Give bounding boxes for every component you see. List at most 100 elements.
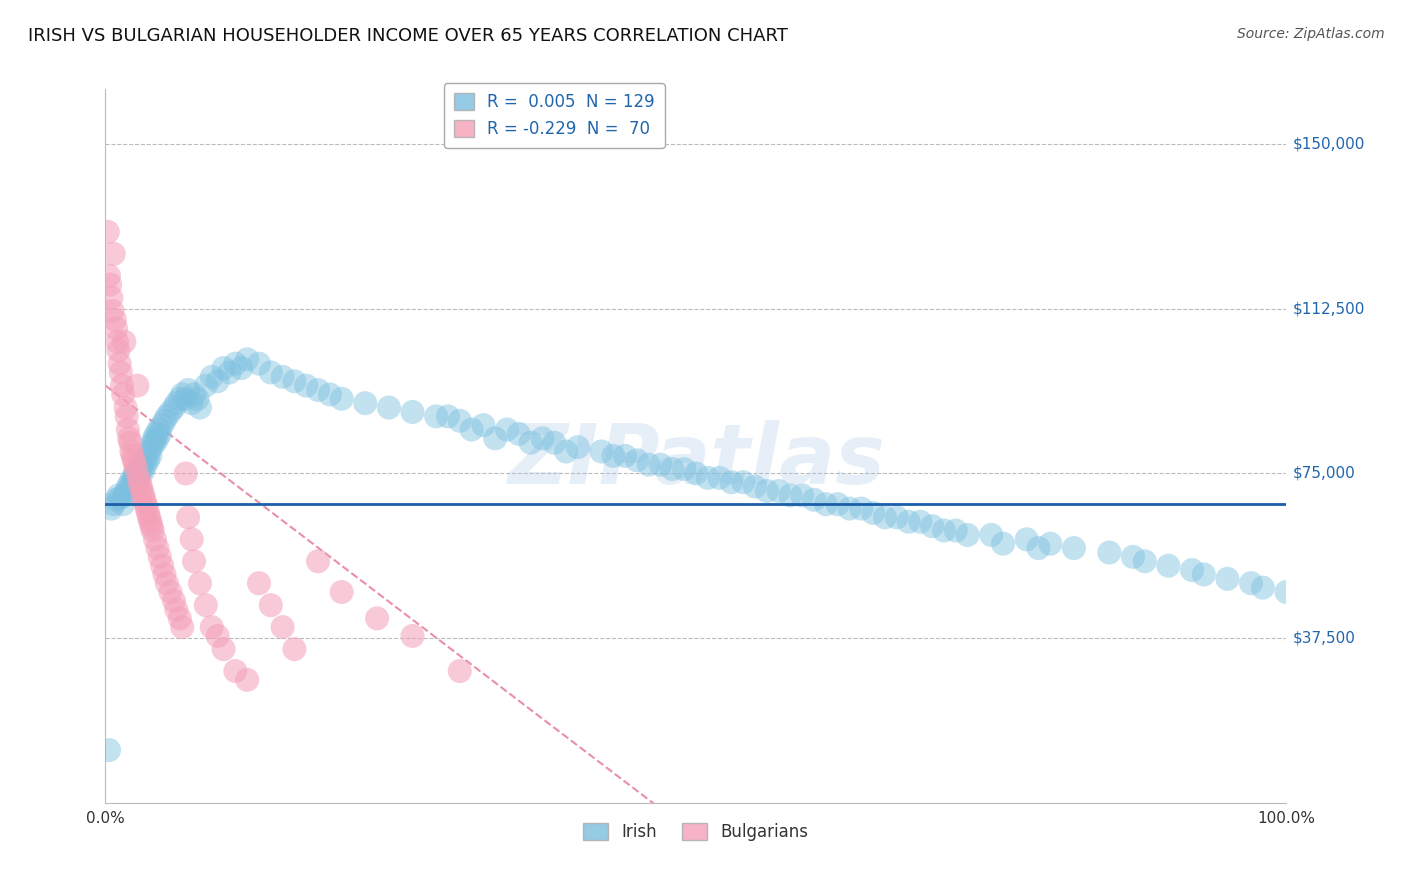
Point (105, 492, 128, 507)
Point (260, 598, 283, 612)
Point (307, 554, 329, 568)
Point (180, 533, 202, 547)
Point (626, 453, 648, 467)
Point (260, 366, 283, 380)
Point (980, 528, 1002, 542)
Point (135, 449, 157, 463)
Point (141, 519, 163, 533)
Point (101, 304, 124, 318)
Point (153, 567, 176, 582)
Point (124, 467, 146, 481)
Point (177, 383, 200, 397)
Point (159, 585, 181, 599)
Point (165, 396, 187, 410)
Point (637, 458, 659, 472)
Point (1028, 541, 1050, 555)
Point (115, 483, 138, 498)
Point (661, 462, 683, 476)
Point (1157, 558, 1180, 573)
Point (163, 401, 186, 415)
Point (236, 352, 259, 367)
Point (1039, 537, 1062, 551)
Point (602, 449, 624, 463)
Point (814, 497, 837, 511)
Point (207, 374, 229, 388)
Point (401, 629, 423, 643)
Point (685, 467, 707, 481)
Point (218, 366, 240, 380)
Point (932, 524, 955, 538)
Point (169, 392, 191, 406)
Point (145, 426, 167, 441)
Text: $150,000: $150,000 (1292, 136, 1365, 152)
Point (121, 449, 143, 463)
Point (897, 515, 920, 529)
Point (114, 401, 136, 415)
Point (111, 378, 134, 392)
Point (1063, 541, 1085, 555)
Point (1133, 554, 1156, 568)
Point (135, 501, 157, 516)
Point (136, 506, 159, 520)
Point (139, 515, 162, 529)
Point (543, 435, 565, 450)
Point (1251, 581, 1274, 595)
Point (460, 423, 482, 437)
Point (437, 409, 460, 424)
Point (201, 620, 224, 634)
Text: $37,500: $37,500 (1292, 631, 1355, 646)
Point (792, 488, 814, 502)
Point (991, 537, 1014, 551)
Point (614, 449, 637, 463)
Point (650, 458, 672, 472)
Point (283, 642, 305, 657)
Point (180, 396, 202, 410)
Point (910, 515, 932, 529)
Point (449, 664, 471, 678)
Point (720, 475, 742, 490)
Point (1181, 563, 1204, 577)
Point (169, 611, 191, 625)
Point (862, 506, 884, 520)
Point (139, 449, 162, 463)
Point (143, 533, 166, 547)
Point (567, 440, 589, 454)
Point (449, 414, 471, 428)
Point (129, 458, 152, 472)
Point (117, 423, 139, 437)
Point (115, 409, 138, 424)
Point (188, 576, 211, 591)
Point (709, 471, 731, 485)
Point (1275, 585, 1298, 599)
Point (127, 378, 149, 392)
Point (283, 374, 305, 388)
Point (212, 361, 235, 376)
Point (956, 528, 979, 542)
Point (146, 431, 169, 445)
Point (136, 453, 159, 467)
Point (174, 392, 197, 406)
Point (330, 585, 353, 599)
Point (886, 510, 908, 524)
Point (142, 431, 165, 445)
Point (135, 497, 157, 511)
Point (127, 475, 149, 490)
Point (129, 480, 152, 494)
Point (696, 471, 718, 485)
Point (555, 444, 578, 458)
Point (156, 409, 179, 424)
Point (135, 458, 157, 472)
Point (110, 491, 132, 505)
Point (307, 383, 329, 397)
Point (212, 642, 235, 657)
Point (100, 501, 122, 516)
Point (128, 471, 150, 485)
Point (1192, 567, 1215, 582)
Point (153, 414, 176, 428)
Point (194, 378, 217, 392)
Point (1216, 572, 1239, 586)
Point (163, 594, 186, 608)
Point (150, 418, 173, 433)
Point (148, 423, 170, 437)
Point (122, 473, 145, 487)
